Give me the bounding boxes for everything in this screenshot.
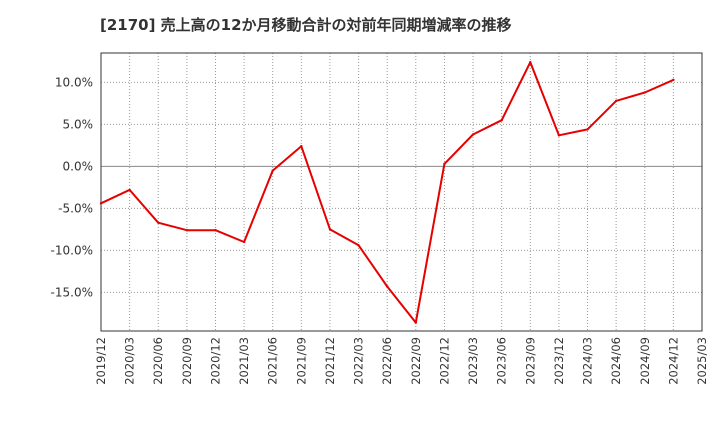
x-axis-tick-labels: 2019/12 2020/03 2020/06 2020/09 2020/12 2021/… <box>94 337 709 385</box>
x-tick-label: 2022/03 <box>352 337 366 385</box>
x-tick-label: 2022/06 <box>380 337 394 385</box>
y-gridlines <box>101 81 702 293</box>
data-point <box>185 229 189 232</box>
x-tick-label: 2020/09 <box>180 337 194 385</box>
data-point <box>643 91 646 94</box>
x-tick-label: 2025/03 <box>695 337 709 385</box>
x-tick-label: 2021/06 <box>266 337 280 385</box>
data-point <box>357 244 360 247</box>
data-point <box>128 188 131 192</box>
x-tick-label: 2020/06 <box>151 337 165 385</box>
data-point <box>414 321 418 324</box>
x-gridlines <box>129 53 674 331</box>
y-tick-label: -10.0% <box>51 243 93 257</box>
x-tick-label: 2022/12 <box>437 337 451 385</box>
plot-area <box>100 52 703 332</box>
data-point <box>385 285 389 288</box>
x-tick-label: 2023/06 <box>495 337 509 385</box>
x-tick-label: 2023/03 <box>466 337 480 385</box>
data-point <box>271 169 274 172</box>
data-point <box>557 134 561 137</box>
y-tick-label: -15.0% <box>51 285 93 299</box>
x-tick-label: 2024/12 <box>666 337 680 385</box>
y-tick-label: -5.0% <box>58 201 93 215</box>
data-point <box>672 78 675 82</box>
x-tick-label: 2023/09 <box>523 337 537 385</box>
y-axis-tick-labels: 10.0% 5.0% 0.0% -5.0% -10.0% -15.0% <box>51 75 93 299</box>
data-points <box>99 61 675 324</box>
data-point <box>242 240 246 244</box>
data-point <box>529 61 532 64</box>
data-point <box>300 145 303 148</box>
x-tick-label: 2022/09 <box>409 337 423 385</box>
y-tick-label: 5.0% <box>63 117 94 131</box>
y-tick-label: 10.0% <box>55 75 93 89</box>
y-tick-label: 0.0% <box>63 159 94 173</box>
x-tick-label: 2024/06 <box>609 337 623 385</box>
x-tick-label: 2024/03 <box>581 337 595 385</box>
data-point <box>214 229 217 232</box>
chart-title: [2170] 売上高の12か月移動合計の対前年同期増減率の推移 <box>100 16 512 34</box>
data-point <box>99 202 103 205</box>
data-point <box>614 99 618 103</box>
data-point <box>471 133 475 136</box>
x-tick-label: 2019/12 <box>94 337 108 385</box>
data-point <box>328 228 332 231</box>
data-point <box>500 118 503 122</box>
x-tick-label: 2024/09 <box>638 337 652 385</box>
x-tick-label: 2023/12 <box>552 337 566 385</box>
x-tick-label: 2021/09 <box>294 337 308 385</box>
data-point <box>443 162 446 166</box>
x-tick-label: 2021/03 <box>237 337 251 385</box>
x-tick-label: 2021/12 <box>323 337 337 385</box>
x-tick-label: 2020/12 <box>208 337 222 385</box>
x-tick-label: 2020/03 <box>123 337 137 385</box>
data-point <box>157 221 160 224</box>
data-point <box>586 128 589 131</box>
